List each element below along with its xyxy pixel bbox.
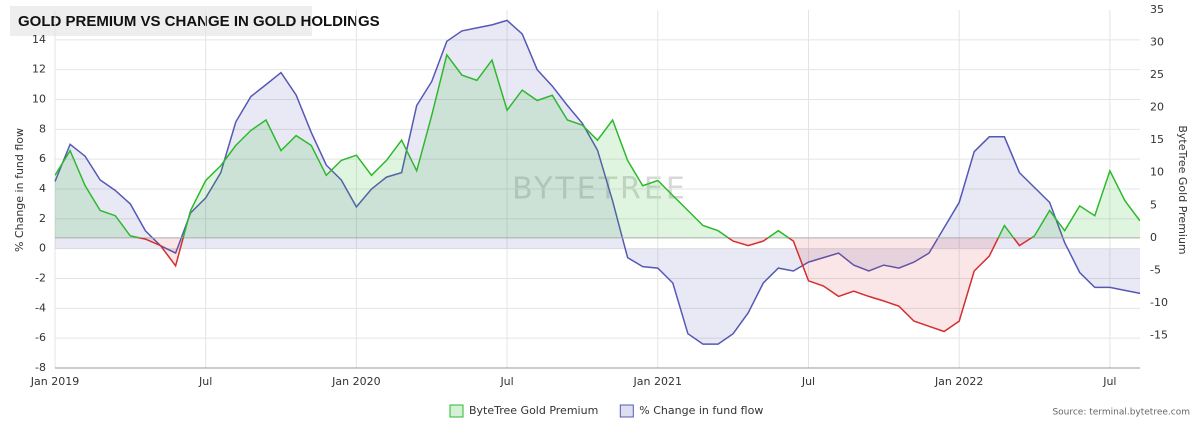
y2-tick-label: 5 [1150,198,1157,211]
x-tick-label: Jul [801,375,815,388]
series-line [54,19,1141,345]
legend-label: ByteTree Gold Premium [469,404,598,417]
y2-tick-label: -15 [1150,328,1168,341]
y2-tick-label: 35 [1150,3,1164,16]
y2-tick-label: -5 [1150,263,1161,276]
y2-tick-label: 15 [1150,133,1164,146]
y-tick-label: -2 [35,272,46,285]
source-note: Source: terminal.bytetree.com [1052,408,1190,418]
x-tick-label: Jan 2020 [331,375,380,388]
y-tick-label: 6 [39,152,46,165]
series-line [135,237,1033,333]
y2-tick-label: 20 [1150,101,1164,114]
y2-tick-label: 30 [1150,36,1164,49]
x-tick-label: Jul [1102,375,1116,388]
title-box [10,6,312,36]
y-tick-label: 10 [32,93,46,106]
x-tick-label: Jan 2021 [633,375,682,388]
area-fill [55,20,1140,345]
x-tick-label: Jul [198,375,212,388]
y-tick-label: 8 [39,122,46,135]
x-tick-label: Jan 2019 [30,375,79,388]
legend-swatch [619,404,634,418]
y-tick-label: -4 [35,301,46,314]
y-tick-label: 4 [39,182,46,195]
y2-tick-label: 25 [1150,68,1164,81]
y-tick-label: 0 [39,242,46,255]
y-tick-label: 2 [39,212,46,225]
y2-tick-label: 0 [1150,231,1157,244]
area-fill [55,54,1140,238]
legend-swatch [449,404,464,418]
y2-tick-label: -10 [1150,296,1168,309]
y2-axis-title: ByteTree Gold Premium [1176,125,1189,254]
x-tick-label: Jul [499,375,513,388]
y2-tick-label: 10 [1150,166,1164,179]
series-line [55,53,1140,238]
chart-title: GOLD PREMIUM VS CHANGE IN GOLD HOLDINGS [18,13,380,30]
legend-label: % Change in fund flow [639,404,763,417]
y-tick-label: 14 [32,33,46,46]
y-tick-label: -8 [35,361,46,374]
area-fill [139,237,1032,332]
y-tick-label: 12 [32,63,46,76]
y-axis-title: % Change in fund flow [13,128,26,252]
x-tick-label: Jan 2022 [934,375,983,388]
y-tick-label: -6 [35,331,46,344]
